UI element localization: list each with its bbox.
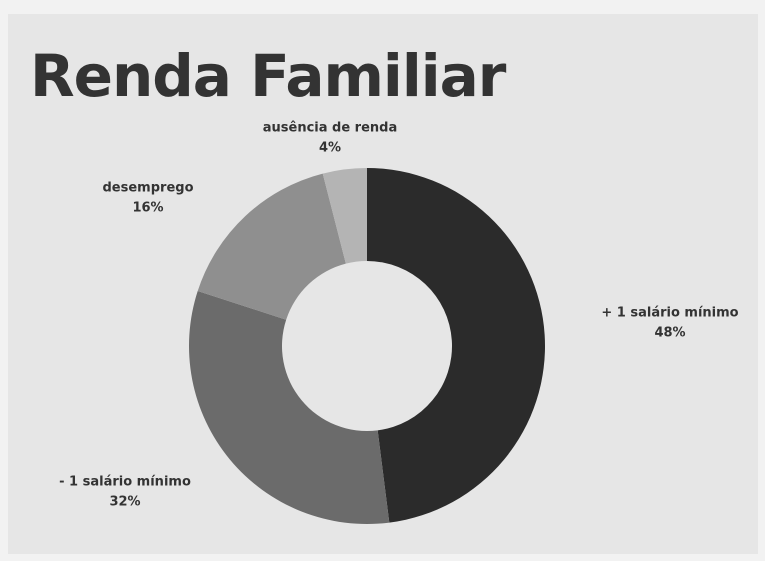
slice (322, 168, 367, 264)
value-label: 48% (654, 326, 685, 341)
slice-label: + 1 salário mínimo (601, 306, 738, 321)
value-label: 4% (319, 141, 341, 156)
slice-label: - 1 salário mínimo (59, 475, 191, 490)
value-label: 16% (132, 201, 163, 216)
slice (197, 173, 346, 320)
slice-label: ausência de renda (263, 121, 398, 136)
slice (367, 168, 546, 523)
value-label: 32% (109, 495, 140, 510)
slice-label: desemprego (103, 181, 194, 196)
chart-title: Renda Familiar (30, 42, 507, 110)
slice (189, 290, 390, 524)
